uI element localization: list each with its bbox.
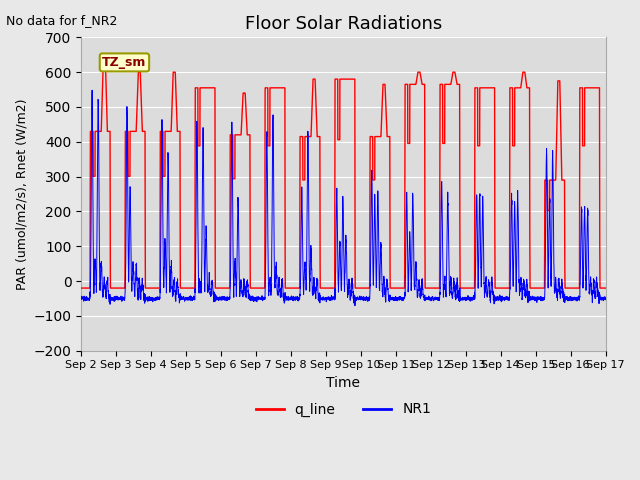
X-axis label: Time: Time <box>326 376 360 390</box>
Legend: q_line, NR1: q_line, NR1 <box>250 397 436 422</box>
Title: Floor Solar Radiations: Floor Solar Radiations <box>245 15 442 33</box>
Text: No data for f_NR2: No data for f_NR2 <box>6 14 118 27</box>
Text: TZ_sm: TZ_sm <box>102 56 147 69</box>
Y-axis label: PAR (umol/m2/s), Rnet (W/m2): PAR (umol/m2/s), Rnet (W/m2) <box>15 98 28 290</box>
